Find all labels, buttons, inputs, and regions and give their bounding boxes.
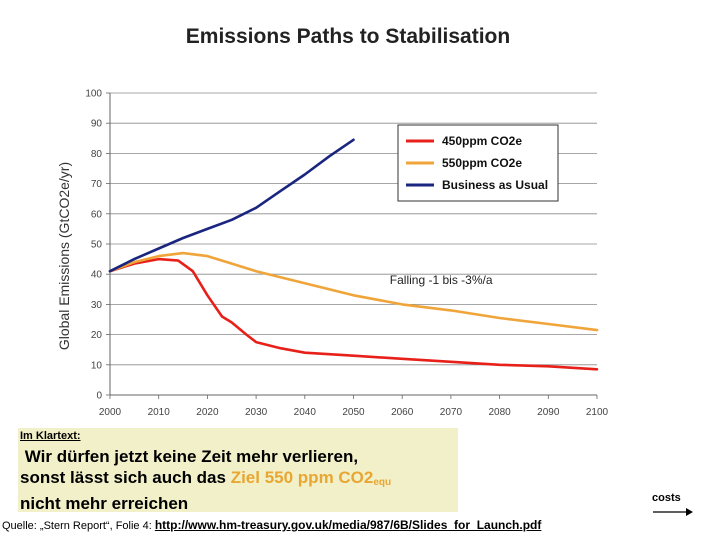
caption-text: Wir dürfen jetzt keine Zeit mehr verlier…: [20, 446, 470, 514]
y-tick-label: 70: [91, 179, 103, 190]
legend-label: 550ppm CO2e: [442, 156, 522, 170]
x-tick-label: 2030: [245, 407, 268, 418]
source-prefix: Quelle: „Stern Report“, Folie 4:: [2, 520, 155, 532]
series-line-3: [108, 138, 355, 273]
x-tick-label: 2070: [440, 407, 463, 418]
caption-line-2-text: sonst lässt sich auch das: [20, 468, 231, 487]
x-tick-label: 2090: [537, 407, 560, 418]
caption-line-3: nicht mehr erreichen: [20, 494, 189, 513]
y-tick-label: 30: [91, 300, 103, 311]
x-tick-labels: 2000 2010 2020 2030 2040 2050 2060 2070 2080 2090…: [99, 407, 609, 418]
caption-box: [18, 428, 458, 512]
series-line-2: [108, 251, 599, 332]
x-tick-label: 2060: [391, 407, 414, 418]
emissions-chart: Emissions Paths to Stabilisation 0102030…: [56, 25, 609, 418]
x-tick-label: 2020: [196, 407, 219, 418]
axes: [106, 92, 598, 399]
costs-label: costs: [652, 492, 681, 504]
y-tick-label: 90: [91, 119, 103, 130]
legend: 450ppm CO2e 550ppm CO2e Business as Usual: [397, 124, 559, 202]
x-tick-label: 2100: [586, 407, 609, 418]
y-tick-label: 80: [91, 149, 103, 160]
caption-line-2: sonst lässt sich auch das Ziel 550 ppm C…: [20, 467, 470, 493]
y-tick-label: 20: [91, 330, 103, 341]
legend-label: Business as Usual: [442, 178, 548, 192]
source-link[interactable]: http://www.hm-treasury.gov.uk/media/987/…: [154, 518, 542, 532]
series-lines: [108, 138, 599, 371]
series-line-1: [108, 257, 599, 371]
caption-highlight-text: Ziel 550 ppm CO2: [230, 468, 374, 487]
y-axis-label: Global Emissions (GtCO2e/yr): [56, 162, 72, 350]
y-tick-label: 0: [96, 391, 102, 402]
caption-label: Im Klartext:: [20, 430, 81, 442]
x-tick-label: 2000: [99, 407, 122, 418]
x-tick-label: 2010: [148, 407, 171, 418]
x-tick-label: 2080: [488, 407, 511, 418]
grid-lines: [110, 92, 597, 366]
y-tick-label: 10: [91, 360, 103, 371]
caption-line-1-text: Wir dürfen jetzt keine Zeit mehr verlier…: [24, 447, 359, 466]
y-tick-label: 40: [91, 270, 103, 281]
caption-highlight: Ziel 550 ppm CO2equ: [230, 468, 392, 488]
caption-highlight-sub: equ: [373, 477, 392, 488]
y-tick-labels: 0 10 20 30 40 50 60 70 80 90 100: [85, 89, 102, 402]
x-tick-label: 2050: [342, 407, 365, 418]
source-citation: Quelle: „Stern Report“, Folie 4: http://…: [2, 518, 541, 532]
y-tick-label: 100: [85, 89, 102, 100]
caption-line-1: Wir dürfen jetzt keine Zeit mehr verlier…: [20, 446, 470, 467]
annotations: Falling -1 bis -3%/a: [390, 273, 493, 287]
chart-title: Emissions Paths to Stabilisation: [186, 25, 510, 48]
costs-arrow-icon: [653, 508, 693, 516]
annotation-text: Falling -1 bis -3%/a: [390, 273, 493, 287]
legend-label: 450ppm CO2e: [442, 134, 522, 148]
y-tick-label: 60: [91, 209, 103, 220]
y-tick-label: 50: [91, 240, 103, 251]
x-tick-label: 2040: [294, 407, 317, 418]
